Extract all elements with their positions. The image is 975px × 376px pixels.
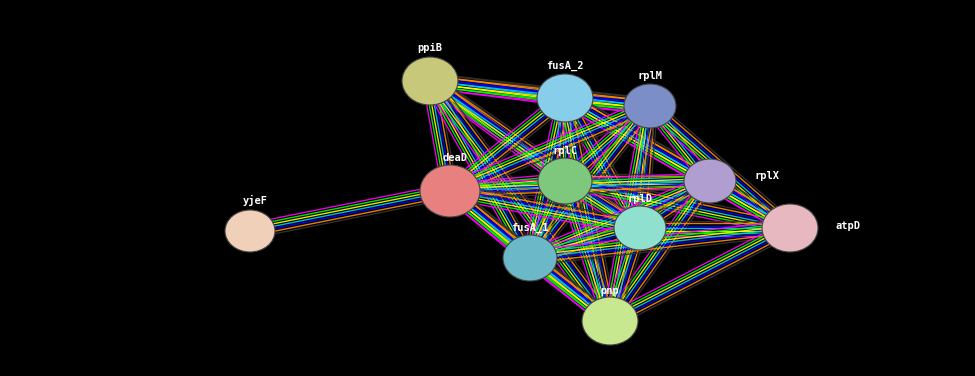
Ellipse shape <box>402 57 458 105</box>
Text: rplM: rplM <box>638 71 662 81</box>
Ellipse shape <box>420 165 480 217</box>
Ellipse shape <box>684 159 736 203</box>
Text: fusA_1: fusA_1 <box>511 223 549 233</box>
Text: deaD: deaD <box>443 153 467 163</box>
Ellipse shape <box>624 84 676 128</box>
Ellipse shape <box>538 158 592 204</box>
Text: rplC: rplC <box>553 146 577 156</box>
Text: rplD: rplD <box>628 194 652 204</box>
Text: fusA_2: fusA_2 <box>546 61 584 71</box>
Ellipse shape <box>614 206 666 250</box>
Ellipse shape <box>225 210 275 252</box>
Ellipse shape <box>762 204 818 252</box>
Text: atpD: atpD <box>835 221 860 231</box>
Ellipse shape <box>582 297 638 345</box>
Ellipse shape <box>503 235 557 281</box>
Text: rplX: rplX <box>755 171 780 181</box>
Text: yjeF: yjeF <box>243 195 267 206</box>
Text: pnp: pnp <box>601 286 619 296</box>
Ellipse shape <box>537 74 593 122</box>
Text: ppiB: ppiB <box>417 43 443 53</box>
